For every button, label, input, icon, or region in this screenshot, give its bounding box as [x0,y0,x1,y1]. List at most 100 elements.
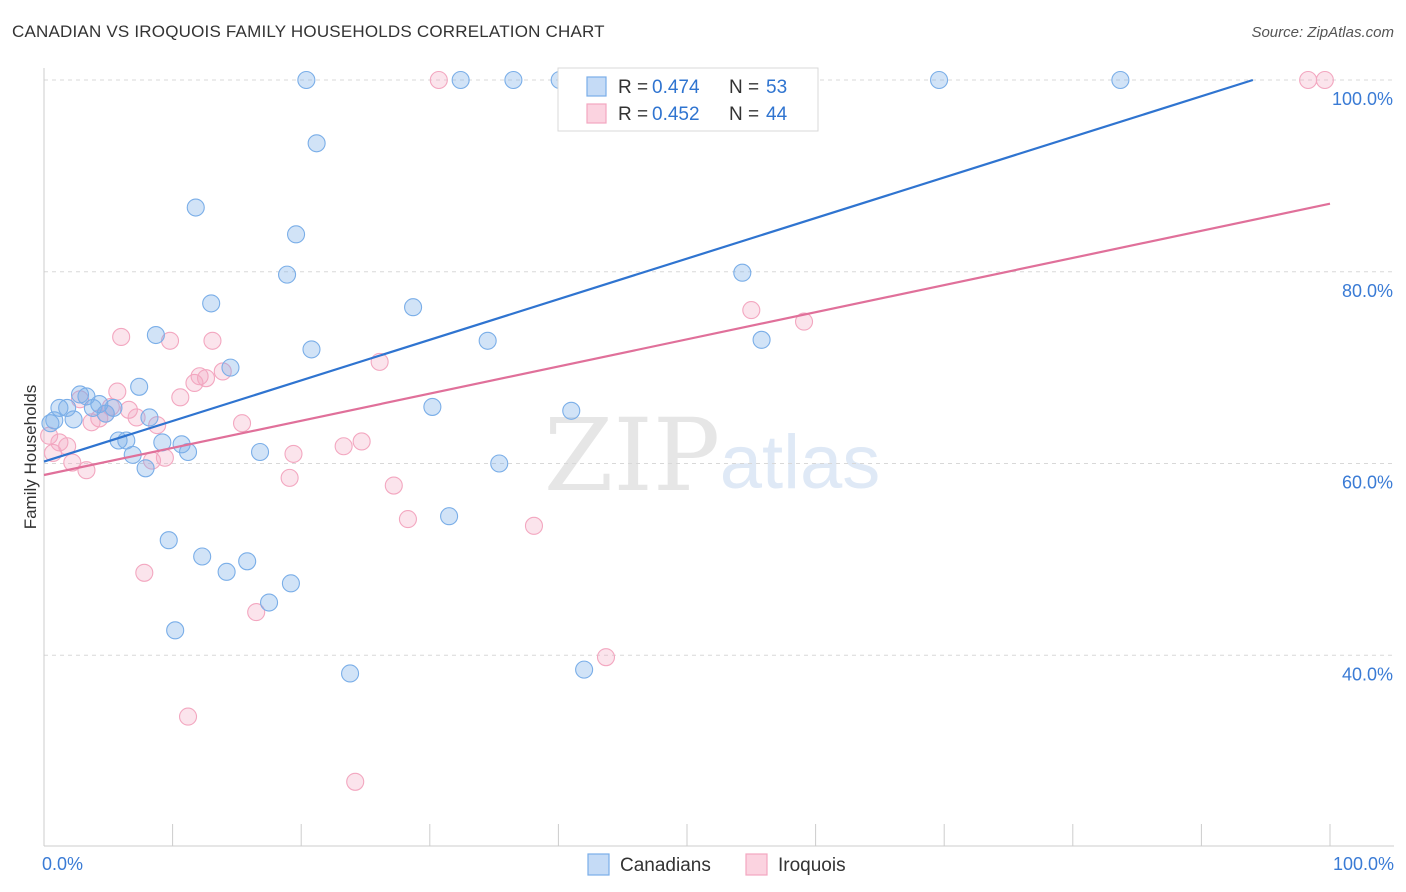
legend-n-value-canadians: 53 [766,77,787,98]
iroquois-point [284,444,303,463]
canadians-point [186,198,205,217]
iroquois-point [127,408,146,427]
series-legend-label-iroquois: Iroquois [778,855,846,876]
canadians-point [58,398,77,417]
canadians-point [136,459,155,478]
iroquois-point [280,468,299,487]
y-tick-label: 100.0% [1332,89,1393,109]
watermark-zip: ZIP [544,397,720,514]
iroquois-trend-line [43,202,1331,477]
series-legend: Canadians Iroquois [587,853,846,876]
canadians-point [404,298,423,317]
legend-n-label-canadians: N = [729,77,759,98]
watermark: ZIP atlas [544,397,880,514]
canadians-point [146,325,165,345]
canadians-point [297,70,316,90]
canadians-point [490,454,509,473]
series-legend-swatch-canadians [587,853,610,876]
iroquois-point [196,369,216,388]
canadians-point [423,397,442,416]
canadians-point [90,395,109,414]
y-tick-label: 40.0% [1342,664,1393,684]
canadians-point [166,621,185,640]
canadians-point [752,330,771,349]
iroquois-point [232,414,252,433]
iroquois-point [108,382,127,401]
stats-legend: R = 0.474 N = 53 R = 0.452 N = 44 [557,67,819,132]
iroquois-point [203,331,222,350]
iroquois-point [112,327,131,346]
axes [43,68,1394,847]
canadians-point [504,70,523,90]
iroquois-point [247,603,266,622]
y-tick-labels: 40.0% 60.0% 80.0% 100.0% [1332,89,1393,684]
iroquois-point [398,510,417,529]
canadians-point [478,331,497,350]
iroquois-point [352,432,371,451]
canadians-point [140,408,159,427]
canadians-point [307,134,326,153]
legend-n-label-iroquois: N = [729,104,759,125]
canadians-point [1111,70,1130,90]
iroquois-point [1315,70,1334,90]
legend-r-value-iroquois: 0.452 [652,104,700,125]
legend-r-label-canadians: R = [618,77,648,98]
canadians-point [193,547,212,566]
iroquois-point [384,476,403,495]
iroquois-point [524,516,544,535]
canadians-point [250,442,270,462]
legend-swatch-canadians [586,76,607,97]
iroquois-point [742,301,761,320]
legend-r-label-iroquois: R = [618,104,648,125]
iroquois-point [178,707,198,726]
canadians-point [733,263,752,282]
canadians-point [238,552,257,571]
canadians-point [278,265,297,284]
canadians-point [221,358,240,377]
canadians-point [50,398,69,417]
y-axis-label: Family Households [21,385,40,530]
iroquois-point [190,367,209,386]
iroquois-point [171,388,190,407]
canadians-point [281,574,300,593]
canadians-point [302,340,321,359]
y-tick-label: 60.0% [1342,473,1393,493]
trend-lines [43,78,1331,477]
legend-n-value-iroquois: 44 [766,104,788,125]
canadians-point [451,70,470,90]
series-legend-label-canadians: Canadians [620,855,711,876]
series-legend-swatch-iroquois [745,853,768,876]
canadians-point [287,225,306,244]
canadians-point [341,664,360,683]
canadians-point [70,385,90,404]
watermark-atlas: atlas [720,420,881,505]
y-tick-label: 80.0% [1342,281,1393,301]
canadians-point [64,410,83,429]
legend-swatch-iroquois [586,103,607,124]
iroquois-point [135,563,154,582]
canadians-point [202,294,221,313]
iroquois-point [794,312,814,331]
x-tick-labels: 0.0% 100.0% [42,824,1394,874]
source-credit: Source: ZipAtlas.com [1251,24,1394,41]
canadians-point [930,70,949,90]
iroquois-point [119,400,138,419]
x-tick-label-max: 100.0% [1333,854,1394,874]
iroquois-point [334,437,353,456]
iroquois-point [596,648,616,667]
canadians-point [130,377,149,396]
x-tick-label-min: 0.0% [42,854,83,874]
iroquois-point [429,70,448,90]
chart-title: CANADIAN VS IROQUOIS FAMILY HOUSEHOLDS C… [12,22,605,41]
legend-r-value-canadians: 0.474 [652,77,700,98]
canadians-point [104,398,123,417]
iroquois-point [1299,70,1318,90]
iroquois-point [63,453,82,472]
canadians-point [159,531,178,550]
canadians-point [440,507,459,526]
canadians-trend-line [43,78,1254,463]
canadians-point [575,660,594,679]
iroquois-point [346,772,365,791]
canadians-point [217,562,236,581]
